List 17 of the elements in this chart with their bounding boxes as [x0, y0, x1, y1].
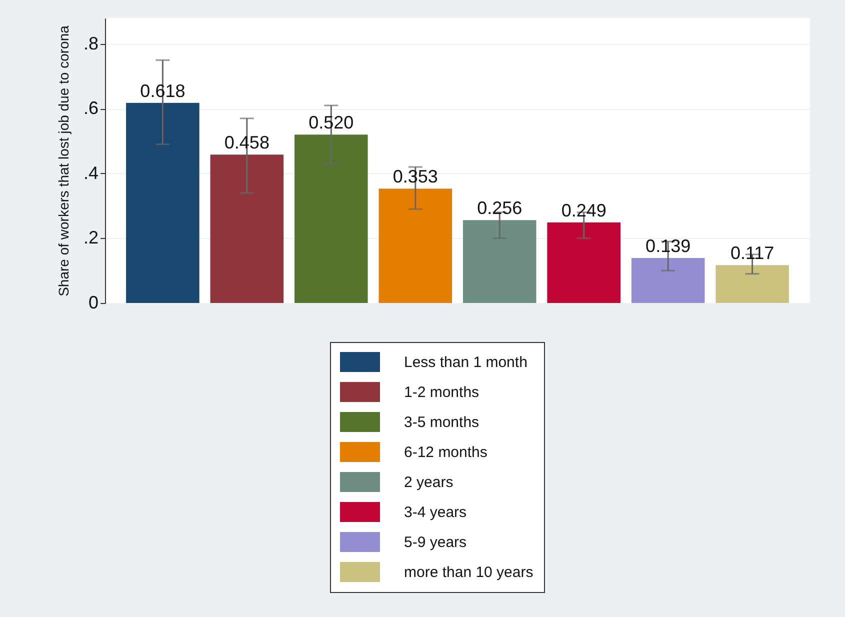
legend-label: Less than 1 month: [404, 354, 528, 371]
y-tick-label: .2: [83, 228, 98, 248]
data-label: 0.249: [561, 200, 606, 220]
legend-label: 5-9 years: [404, 534, 467, 551]
legend-label: 2 years: [404, 474, 454, 491]
y-tick-label: .6: [83, 98, 98, 118]
legend-label: 3-5 months: [404, 414, 480, 431]
y-tick-label: .8: [83, 33, 98, 54]
y-tick-label: .4: [83, 162, 98, 183]
data-label: 0.117: [730, 243, 774, 264]
legend-label: more than 10 years: [404, 564, 534, 581]
data-label: 0.256: [477, 198, 522, 218]
legend-label: 6-12 months: [404, 444, 488, 461]
legend-label: 3-4 years: [404, 504, 467, 521]
y-tick-label: 0: [88, 292, 98, 312]
legend-label: 1-2 months: [404, 384, 480, 401]
y-axis-title: Share of workers that lost job due to corona: [55, 25, 72, 296]
